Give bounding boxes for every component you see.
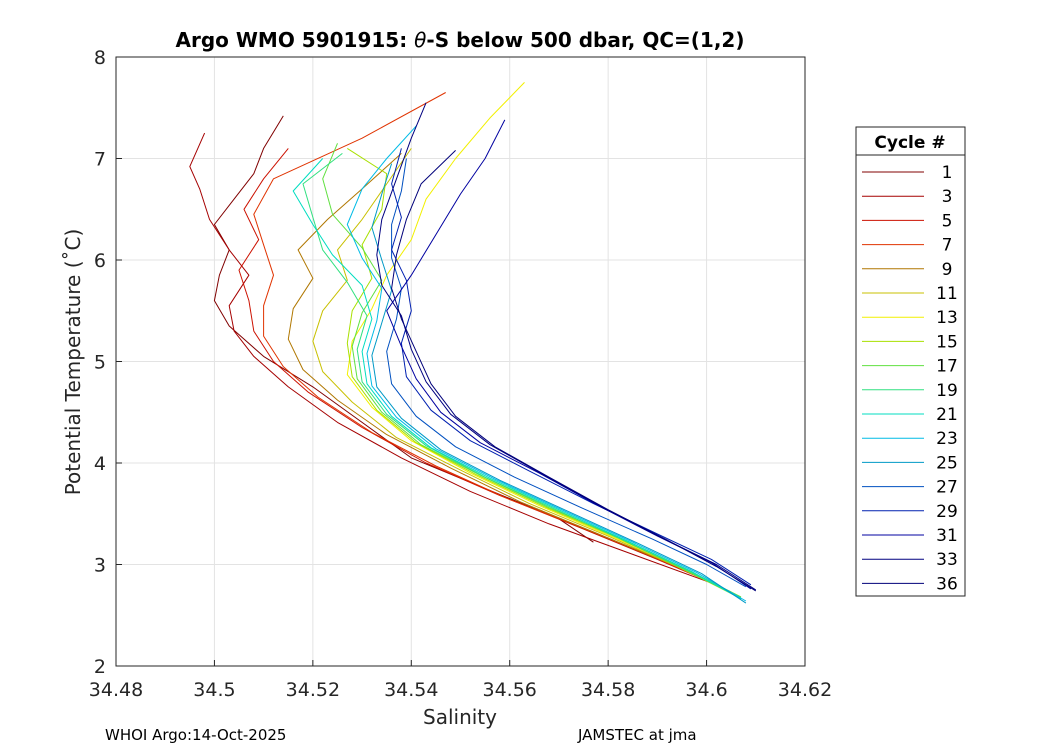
footer-credit: JAMSTEC at jma [578, 726, 697, 744]
series-line-cycle-3 [189, 132, 717, 586]
legend-label-33: 33 [936, 550, 958, 570]
y-tick-label-4: 6 [94, 250, 106, 272]
x-tick-label-5: 34.58 [581, 679, 635, 701]
y-axis-ticks: 2 3 4 5 6 7 8 [94, 47, 122, 678]
legend-label-19: 19 [936, 381, 958, 401]
chart-title: Argo WMO 5901915: θ-S below 500 dbar, QC… [176, 28, 745, 52]
x-tick-label-4: 34.56 [483, 679, 537, 701]
series-line-cycle-15 [346, 147, 737, 597]
legend-title: Cycle # [874, 133, 945, 153]
legend-label-11: 11 [936, 284, 958, 304]
legend-label-13: 13 [936, 308, 958, 328]
legend-label-27: 27 [936, 478, 958, 498]
x-axis-label: Salinity [423, 705, 497, 729]
series-line-cycle-27 [386, 158, 747, 588]
legend-label-31: 31 [936, 526, 958, 546]
footer-source: WHOI Argo:14-Oct-2025 [105, 726, 287, 744]
series-line-cycle-19 [302, 153, 742, 599]
series-lines [189, 82, 757, 604]
y-tick-label-6: 8 [94, 47, 106, 69]
x-tick-label-7: 34.62 [778, 679, 832, 701]
x-axis-ticks: 34.48 34.5 34.52 34.54 34.56 34.58 34.6 34.62 [89, 660, 832, 701]
legend-label-29: 29 [936, 502, 958, 522]
series-line-cycle-9 [287, 153, 732, 593]
legend-label-23: 23 [936, 429, 958, 449]
series-line-cycle-7 [253, 92, 727, 591]
legend-label-3: 3 [942, 187, 953, 207]
legend-label-15: 15 [936, 332, 958, 352]
legend-label-7: 7 [942, 236, 953, 256]
y-tick-label-1: 3 [94, 555, 106, 577]
legend-label-25: 25 [936, 453, 958, 473]
y-tick-label-2: 4 [94, 453, 106, 475]
y-tick-label-3: 5 [94, 352, 106, 374]
series-line-cycle-25 [371, 163, 747, 604]
legend-label-17: 17 [936, 357, 958, 377]
legend-label-1: 1 [942, 163, 953, 183]
legend-label-9: 9 [942, 260, 953, 280]
series-line-cycle-23 [346, 125, 747, 602]
x-tick-label-6: 34.6 [685, 679, 727, 701]
series-line-cycle-36 [391, 150, 757, 592]
legend-box [855, 126, 966, 597]
legend-label-5: 5 [942, 211, 953, 231]
y-tick-label-5: 7 [94, 149, 106, 171]
series-line-cycle-21 [292, 158, 742, 600]
x-tick-label-3: 34.54 [384, 679, 438, 701]
y-axis-label: Potential Temperature (˚C) [61, 229, 85, 496]
x-tick-label-2: 34.52 [286, 679, 340, 701]
legend-label-21: 21 [936, 405, 958, 425]
legend-label-36: 36 [936, 574, 958, 594]
x-tick-label-1: 34.5 [193, 679, 235, 701]
series-line-cycle-11 [312, 148, 732, 594]
x-tick-label-0: 34.48 [89, 679, 143, 701]
y-tick-label-0: 2 [94, 656, 106, 678]
